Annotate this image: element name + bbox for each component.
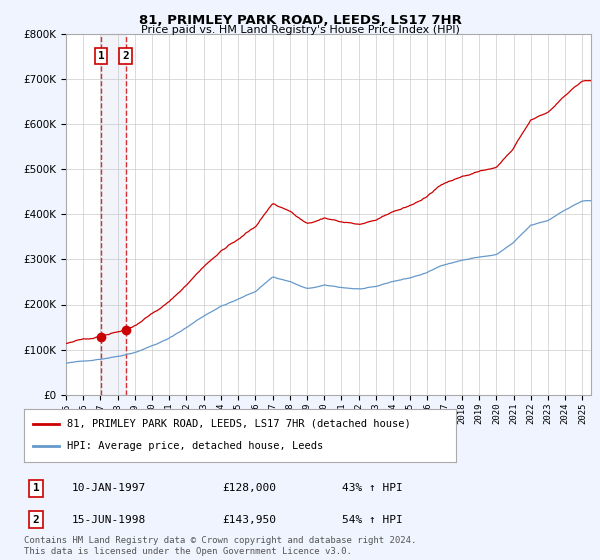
Text: Price paid vs. HM Land Registry's House Price Index (HPI): Price paid vs. HM Land Registry's House … bbox=[140, 25, 460, 35]
Bar bbox=[101, 34, 125, 395]
Text: 1: 1 bbox=[32, 483, 40, 493]
Text: HPI: Average price, detached house, Leeds: HPI: Average price, detached house, Leed… bbox=[67, 441, 323, 451]
Text: 2: 2 bbox=[122, 51, 129, 61]
Text: £143,950: £143,950 bbox=[222, 515, 276, 525]
Text: 1: 1 bbox=[98, 51, 104, 61]
Text: 2: 2 bbox=[32, 515, 40, 525]
Text: 10-JAN-1997: 10-JAN-1997 bbox=[72, 483, 146, 493]
Text: 81, PRIMLEY PARK ROAD, LEEDS, LS17 7HR (detached house): 81, PRIMLEY PARK ROAD, LEEDS, LS17 7HR (… bbox=[67, 419, 411, 429]
Text: £128,000: £128,000 bbox=[222, 483, 276, 493]
Text: Contains HM Land Registry data © Crown copyright and database right 2024.
This d: Contains HM Land Registry data © Crown c… bbox=[24, 536, 416, 556]
Text: 54% ↑ HPI: 54% ↑ HPI bbox=[342, 515, 403, 525]
Text: 81, PRIMLEY PARK ROAD, LEEDS, LS17 7HR: 81, PRIMLEY PARK ROAD, LEEDS, LS17 7HR bbox=[139, 14, 461, 27]
Text: 15-JUN-1998: 15-JUN-1998 bbox=[72, 515, 146, 525]
Text: 43% ↑ HPI: 43% ↑ HPI bbox=[342, 483, 403, 493]
